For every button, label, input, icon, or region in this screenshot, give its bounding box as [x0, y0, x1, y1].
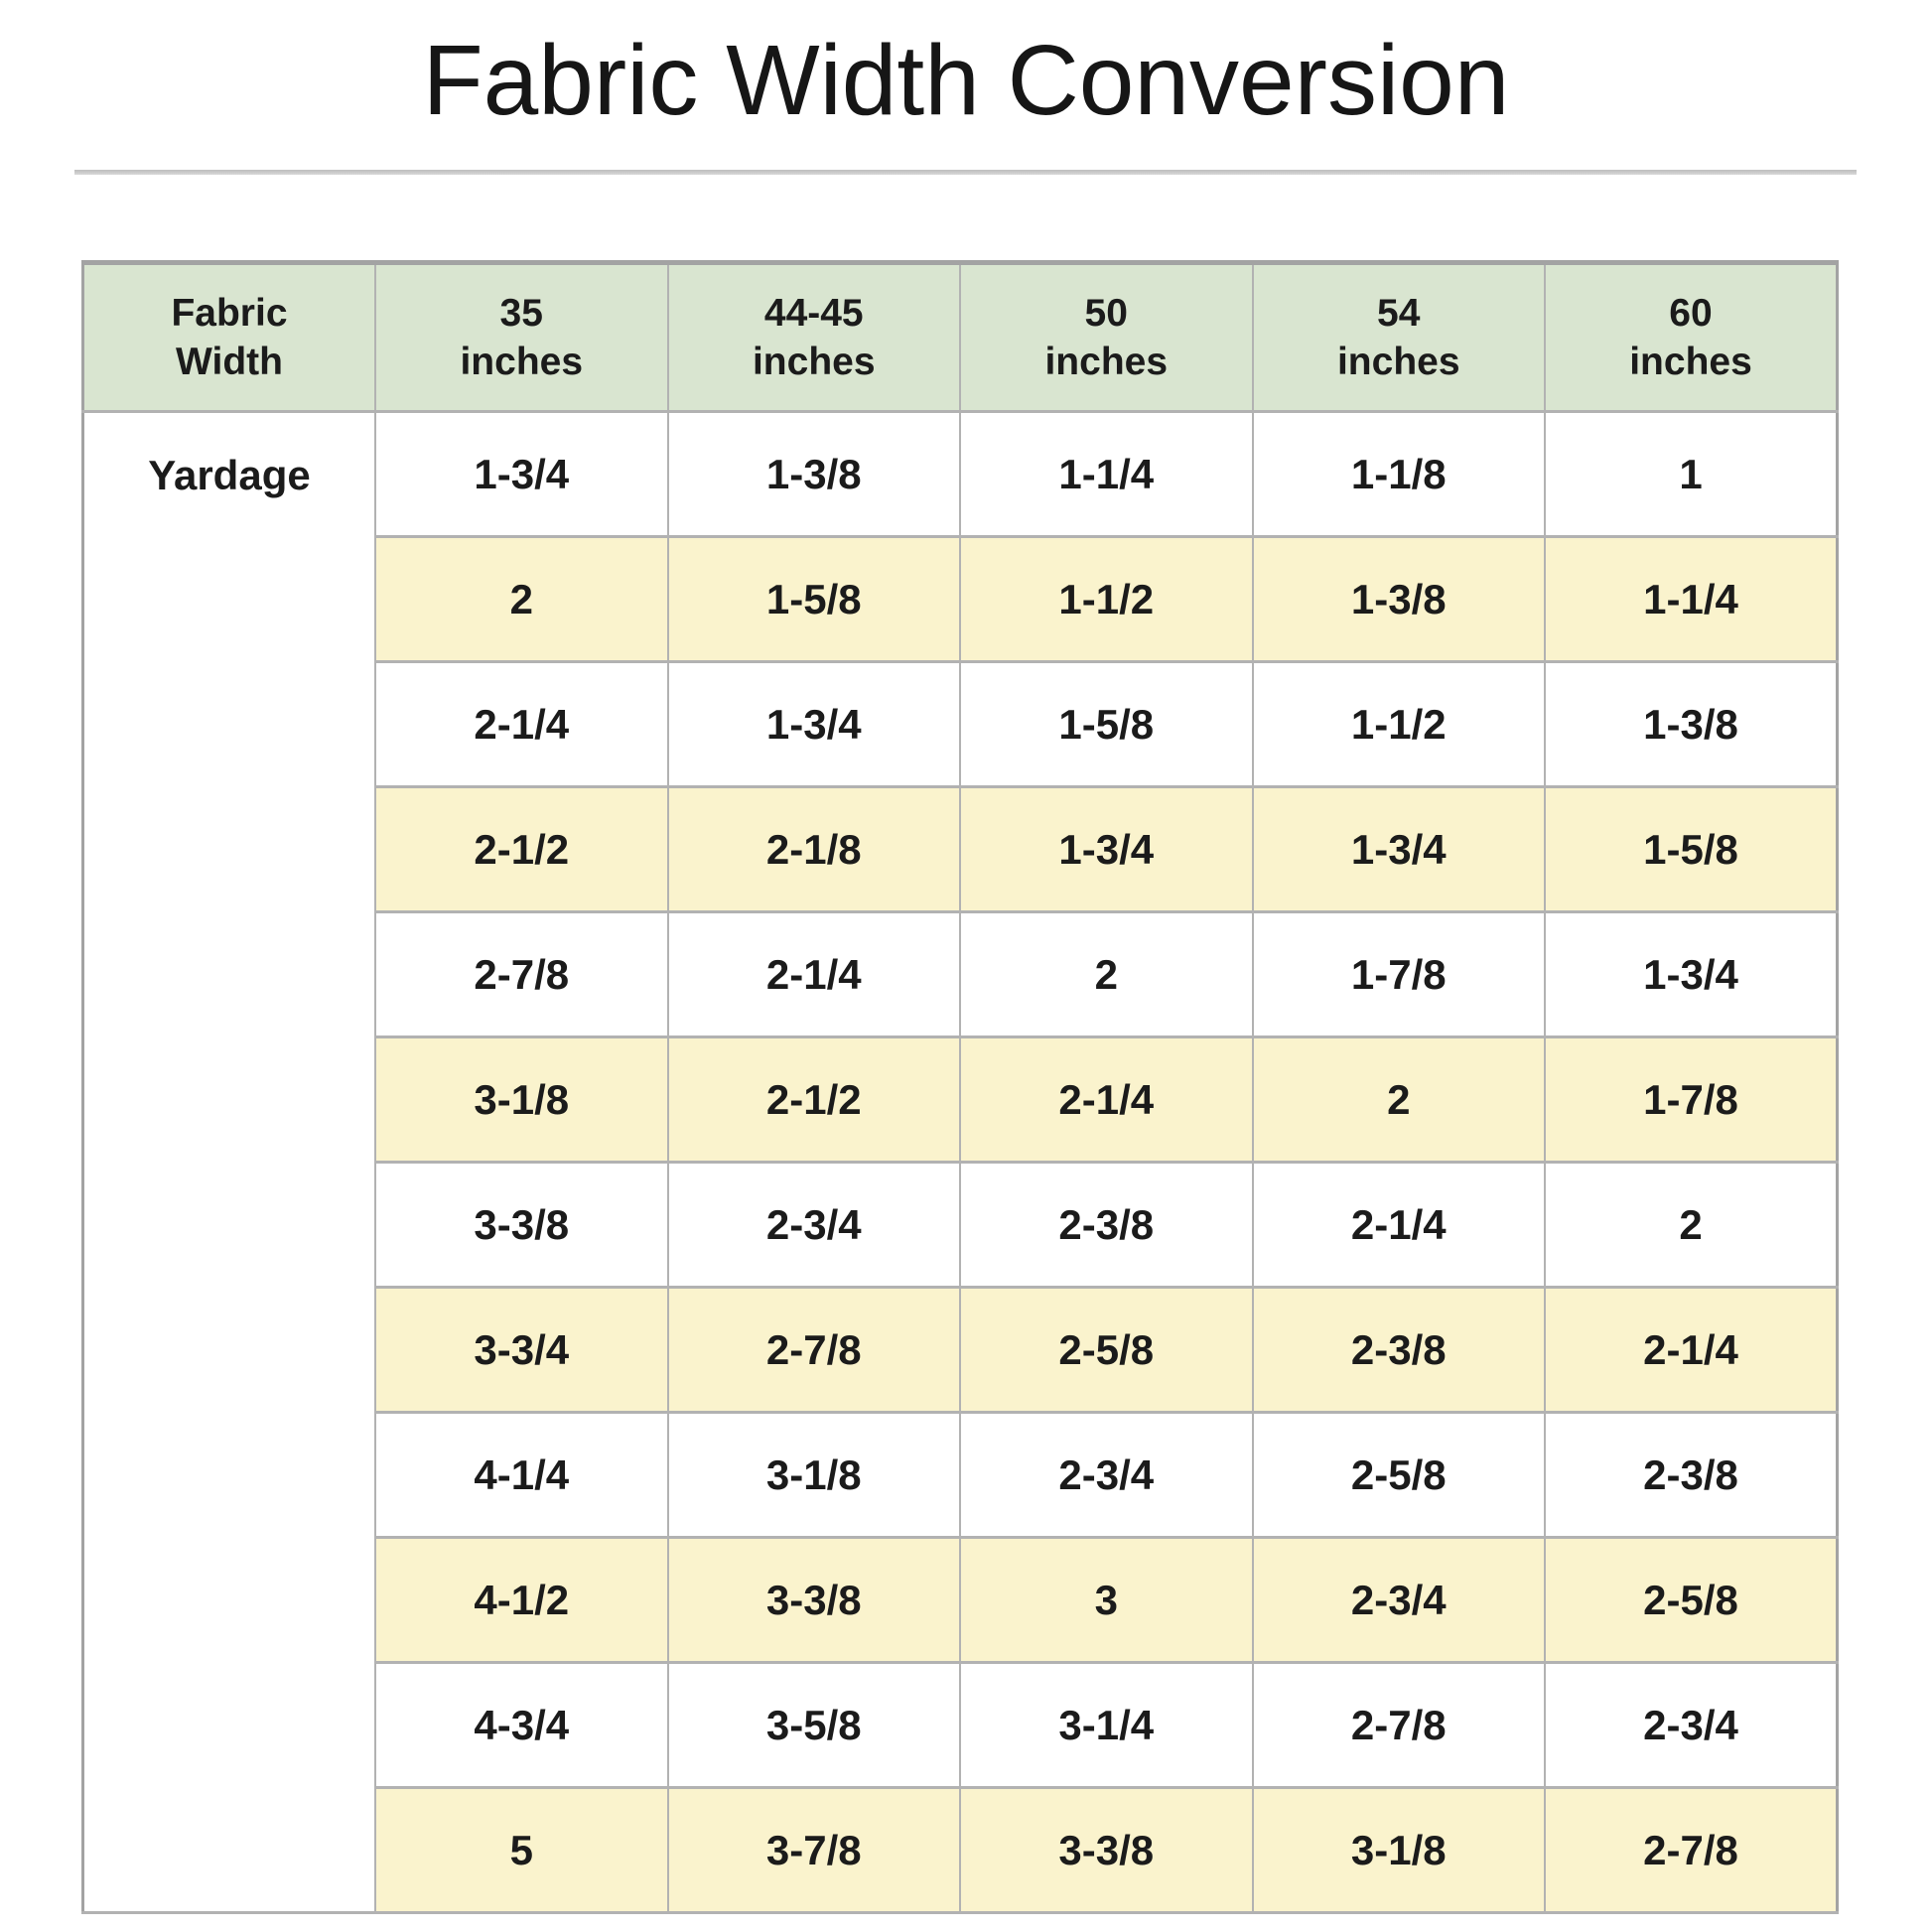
yardage-value-cell: 2-3/4: [1544, 1661, 1839, 1789]
header-fabric-width: Fabric Width: [81, 261, 376, 413]
yardage-value-cell: 1-3/4: [666, 660, 961, 788]
yardage-value-cell: 3-1/4: [959, 1661, 1254, 1789]
header-line1: 44-45: [763, 292, 864, 335]
yardage-value-cell: 2-5/8: [1251, 1411, 1546, 1539]
yardage-value-cell: 2-5/8: [959, 1286, 1254, 1414]
yardage-value-cell: 1-1/4: [959, 410, 1254, 538]
yardage-value-cell: 3-1/8: [374, 1035, 669, 1164]
yardage-value-cell: 1-5/8: [1544, 785, 1839, 913]
yardage-value-cell: 1-3/4: [1544, 910, 1839, 1038]
yardage-value-cell: 2-1/4: [1251, 1161, 1546, 1289]
header-line2: Width: [176, 341, 283, 383]
yardage-value-cell: 2-3/8: [1544, 1411, 1839, 1539]
yardage-value-cell: 2: [1544, 1161, 1839, 1289]
yardage-value-cell: 2-1/8: [666, 785, 961, 913]
header-50-inches: 50 inches: [959, 261, 1254, 413]
yardage-value-cell: 1: [1544, 410, 1839, 538]
yardage-value-cell: 1-1/4: [1544, 535, 1839, 663]
yardage-value-cell: 2-7/8: [374, 910, 669, 1038]
yardage-value-cell: 3-3/8: [666, 1536, 961, 1664]
yardage-value-cell: 2-1/4: [959, 1035, 1254, 1164]
yardage-value-cell: 1-3/8: [1251, 535, 1546, 663]
yardage-value-cell: 1-5/8: [959, 660, 1254, 788]
yardage-value-cell: 2-3/8: [1251, 1286, 1546, 1414]
page-title: Fabric Width Conversion: [422, 25, 1510, 136]
yardage-value-cell: 4-3/4: [374, 1661, 669, 1789]
yardage-value-cell: 3-5/8: [666, 1661, 961, 1789]
table-row: 5 3-7/8 3-3/8 3-1/8 2-7/8: [83, 1786, 1839, 1914]
yardage-value-cell: 1-5/8: [666, 535, 961, 663]
yardage-value-cell: 2: [374, 535, 669, 663]
yardage-value-cell: 2-1/4: [1544, 1286, 1839, 1414]
table-row: 4-1/2 3-3/8 3 2-3/4 2-5/8: [83, 1536, 1839, 1664]
title-divider: [74, 170, 1857, 175]
table-row: 2-1/2 2-1/8 1-3/4 1-3/4 1-5/8: [83, 785, 1839, 913]
table-row: 3-1/8 2-1/2 2-1/4 2 1-7/8: [83, 1035, 1839, 1164]
yardage-value-cell: 2-1/2: [666, 1035, 961, 1164]
yardage-value-cell: 3-7/8: [666, 1786, 961, 1914]
yardage-value-cell: 1-7/8: [1251, 910, 1546, 1038]
yardage-value-cell: 1-3/8: [1544, 660, 1839, 788]
yardage-value-cell: 3-1/8: [666, 1411, 961, 1539]
yardage-value-cell: 2-3/4: [666, 1161, 961, 1289]
yardage-value-cell: 2-5/8: [1544, 1536, 1839, 1664]
yardage-value-cell: 3-1/8: [1251, 1786, 1546, 1914]
yardage-value-cell: 2-3/4: [1251, 1536, 1546, 1664]
header-row: Fabric Width 35 inches 44-45 inches 50 i…: [81, 261, 1839, 413]
yardage-value-cell: 3: [959, 1536, 1254, 1664]
yardage-value-cell: 1-1/2: [959, 535, 1254, 663]
header-line2: inches: [1336, 341, 1460, 383]
header-60-inches: 60 inches: [1544, 261, 1839, 413]
table-row: 2 1-5/8 1-1/2 1-3/8 1-1/4: [83, 535, 1839, 663]
table-row: 4-1/4 3-1/8 2-3/4 2-5/8 2-3/8: [83, 1411, 1839, 1539]
header-line2: inches: [1629, 341, 1752, 383]
header-54-inches: 54 inches: [1251, 261, 1546, 413]
yardage-value-cell: 5: [374, 1786, 669, 1914]
yardage-value-cell: 3-3/4: [374, 1286, 669, 1414]
yardage-value-cell: 1-3/4: [374, 410, 669, 538]
header-44-45-inches: 44-45 inches: [666, 261, 961, 413]
table-row: 2-1/4 1-3/4 1-5/8 1-1/2 1-3/8: [83, 660, 1839, 788]
header-line1: 54: [1377, 292, 1421, 335]
yardage-value-cell: 1-1/2: [1251, 660, 1546, 788]
yardage-value-cell: 2-1/4: [666, 910, 961, 1038]
fabric-width-conversion-table: Fabric Width 35 inches 44-45 inches 50 i…: [81, 260, 1839, 1914]
yardage-value-cell: 2-1/4: [374, 660, 669, 788]
yardage-value-cell: 2-7/8: [1544, 1786, 1839, 1914]
yardage-value-cell: 3-3/8: [374, 1161, 669, 1289]
yardage-value-cell: 1-3/8: [666, 410, 961, 538]
yardage-value-cell: 1-7/8: [1544, 1035, 1839, 1164]
table-row: 4-3/4 3-5/8 3-1/4 2-7/8 2-3/4: [83, 1661, 1839, 1789]
table-row: Yardage 1-3/4 1-3/8 1-1/4 1-1/8 1: [81, 410, 1839, 1914]
yardage-value-cell: 1-3/4: [1251, 785, 1546, 913]
header-line1: 35: [499, 292, 543, 335]
yardage-value-cell: 2-7/8: [666, 1286, 961, 1414]
yardage-value-cell: 2: [1251, 1035, 1546, 1164]
header-line2: inches: [1044, 341, 1169, 383]
yardage-value-cell: 4-1/2: [374, 1536, 669, 1664]
table-row: 3-3/4 2-7/8 2-5/8 2-3/8 2-1/4: [83, 1286, 1839, 1414]
row-label-yardage: Yardage: [81, 410, 376, 1914]
table-row: 3-3/8 2-3/4 2-3/8 2-1/4 2: [83, 1161, 1839, 1289]
yardage-value-cell: 1-3/4: [959, 785, 1254, 913]
header-35-inches: 35 inches: [374, 261, 669, 413]
header-line1: 60: [1669, 292, 1713, 335]
yardage-value-cell: 1-1/8: [1251, 410, 1546, 538]
header-line2: inches: [752, 341, 876, 383]
yardage-value-cell: 2-3/8: [959, 1161, 1254, 1289]
yardage-value-cell: 2-7/8: [1251, 1661, 1546, 1789]
yardage-value-cell: 2: [959, 910, 1254, 1038]
yardage-value-cell: 3-3/8: [959, 1786, 1254, 1914]
table-body: Yardage 1-3/4 1-3/8 1-1/4 1-1/8 1 2 1-5/8 1-1/2 1…: [81, 410, 1839, 1914]
header-line2: inches: [460, 341, 584, 383]
header-line1: Fabric: [171, 292, 288, 335]
yardage-value-cell: 2-1/2: [374, 785, 669, 913]
yardage-value-cell: 4-1/4: [374, 1411, 669, 1539]
table-row: 2-7/8 2-1/4 2 1-7/8 1-3/4: [83, 910, 1839, 1038]
yardage-value-cell: 2-3/4: [959, 1411, 1254, 1539]
header-line1: 50: [1084, 292, 1128, 335]
